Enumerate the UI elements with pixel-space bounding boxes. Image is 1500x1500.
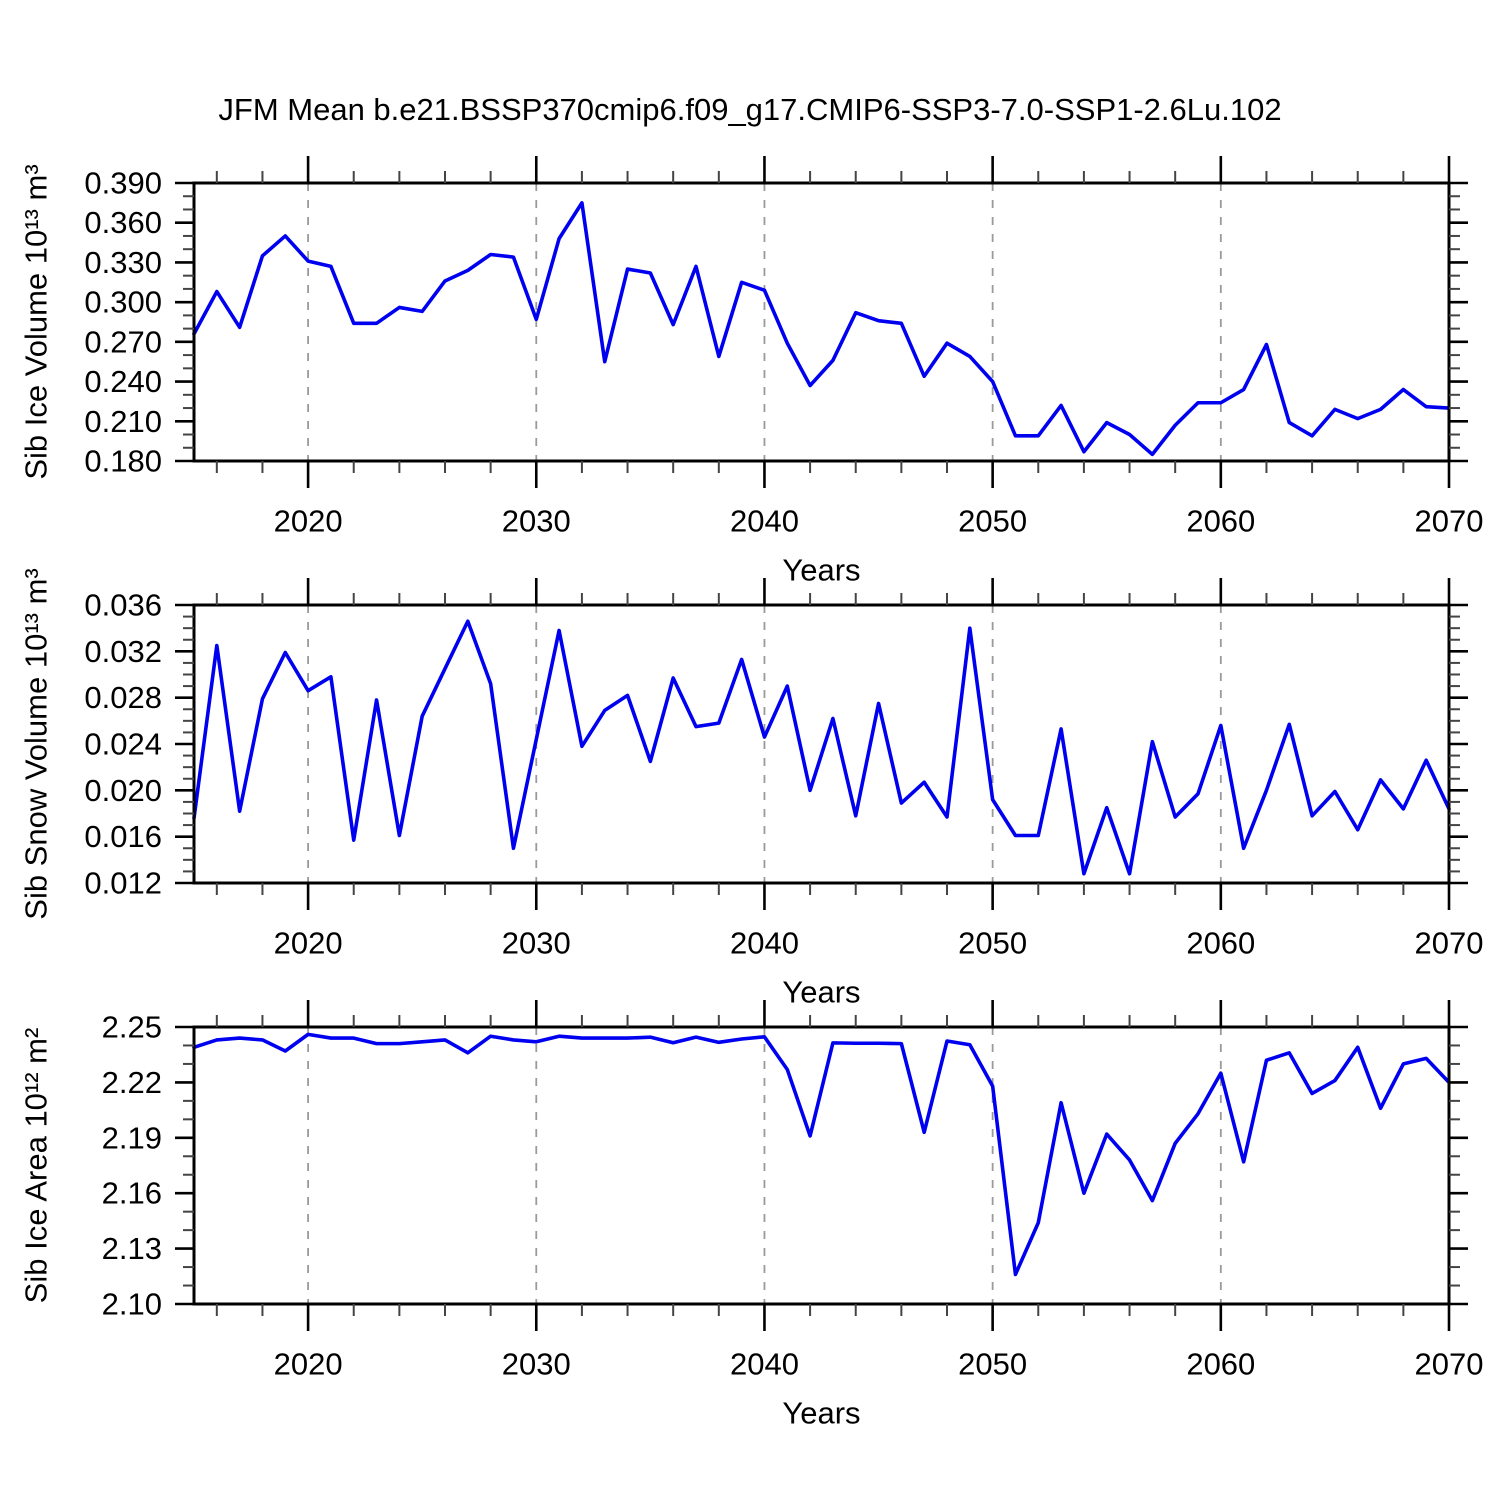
y-tick-label: 0.360 — [84, 205, 162, 240]
y-tick-label: 0.024 — [84, 727, 162, 762]
x-tick-label: 2020 — [274, 1347, 343, 1382]
x-tick-label: 2050 — [958, 1347, 1027, 1382]
x-tick-label: 2060 — [1186, 926, 1255, 961]
y-tick-label: 0.390 — [84, 166, 162, 201]
y-tick-label: 0.032 — [84, 634, 162, 669]
y-tick-label: 2.22 — [102, 1065, 162, 1100]
y-tick-label: 2.25 — [102, 1010, 162, 1045]
x-tick-label: 2030 — [502, 1347, 571, 1382]
x-tick-label: 2040 — [730, 926, 799, 961]
x-tick-label: 2030 — [502, 504, 571, 539]
plot-border — [192, 181, 1451, 463]
x-axis-title: Years — [782, 975, 860, 1010]
panel-sib-ice-volume: 2020 2030 2040 2050 2060 2070 0.180 0.210 0.240 0… — [19, 156, 1484, 588]
x-tick-label: 2040 — [730, 504, 799, 539]
y-tick-label: 2.19 — [102, 1120, 162, 1155]
y-tick-label: 2.16 — [102, 1176, 162, 1211]
plot-border — [192, 1025, 1451, 1306]
series-line-sib-snow-volume — [192, 619, 1451, 876]
x-axis-title: Years — [782, 553, 860, 588]
y-axis-title: Sib Ice Volume 10¹³ m³ — [19, 164, 54, 479]
y-tick-label: 0.036 — [84, 588, 162, 623]
x-tick-label: 2060 — [1186, 1347, 1255, 1382]
x-tick-label: 2020 — [274, 504, 343, 539]
panel-sib-snow-volume: 2020 2030 2040 2050 2060 2070 0.012 0.016 0.020 0… — [19, 568, 1484, 1009]
series-line-sib-ice-volume — [192, 201, 1451, 457]
x-tick-label: 2070 — [1415, 926, 1484, 961]
panel-sib-ice-area: 2020 2030 2040 2050 2060 2070 2.10 2.13 2.16 2.19… — [19, 1000, 1484, 1431]
y-tick-label: 2.13 — [102, 1231, 162, 1266]
y-tick-label: 0.020 — [84, 773, 162, 808]
x-tick-label: 2050 — [958, 926, 1027, 961]
y-tick-label: 0.016 — [84, 819, 162, 854]
y-tick-label: 0.300 — [84, 285, 162, 320]
y-tick-label: 2.10 — [102, 1287, 162, 1322]
figure-title: JFM Mean b.e21.BSSP370cmip6.f09_g17.CMIP… — [218, 92, 1282, 127]
y-tick-label: 0.210 — [84, 404, 162, 439]
y-tick-label: 0.180 — [84, 444, 162, 479]
y-axis-title: Sib Snow Volume 10¹³ m³ — [19, 568, 54, 919]
x-tick-label: 2060 — [1186, 504, 1255, 539]
series-line-sib-ice-area — [192, 1032, 1451, 1277]
y-tick-label: 0.330 — [84, 245, 162, 280]
x-tick-label: 2070 — [1415, 1347, 1484, 1382]
x-tick-label: 2070 — [1415, 504, 1484, 539]
x-tick-label: 2030 — [502, 926, 571, 961]
y-tick-label: 0.028 — [84, 680, 162, 715]
x-tick-label: 2040 — [730, 1347, 799, 1382]
x-tick-label: 2050 — [958, 504, 1027, 539]
y-tick-label: 0.240 — [84, 364, 162, 399]
x-axis-title: Years — [782, 1396, 860, 1431]
y-tick-label: 0.012 — [84, 866, 162, 901]
y-axis-title: Sib Ice Area 10¹² m² — [19, 1028, 54, 1304]
x-tick-label: 2020 — [274, 926, 343, 961]
y-tick-label: 0.270 — [84, 324, 162, 359]
